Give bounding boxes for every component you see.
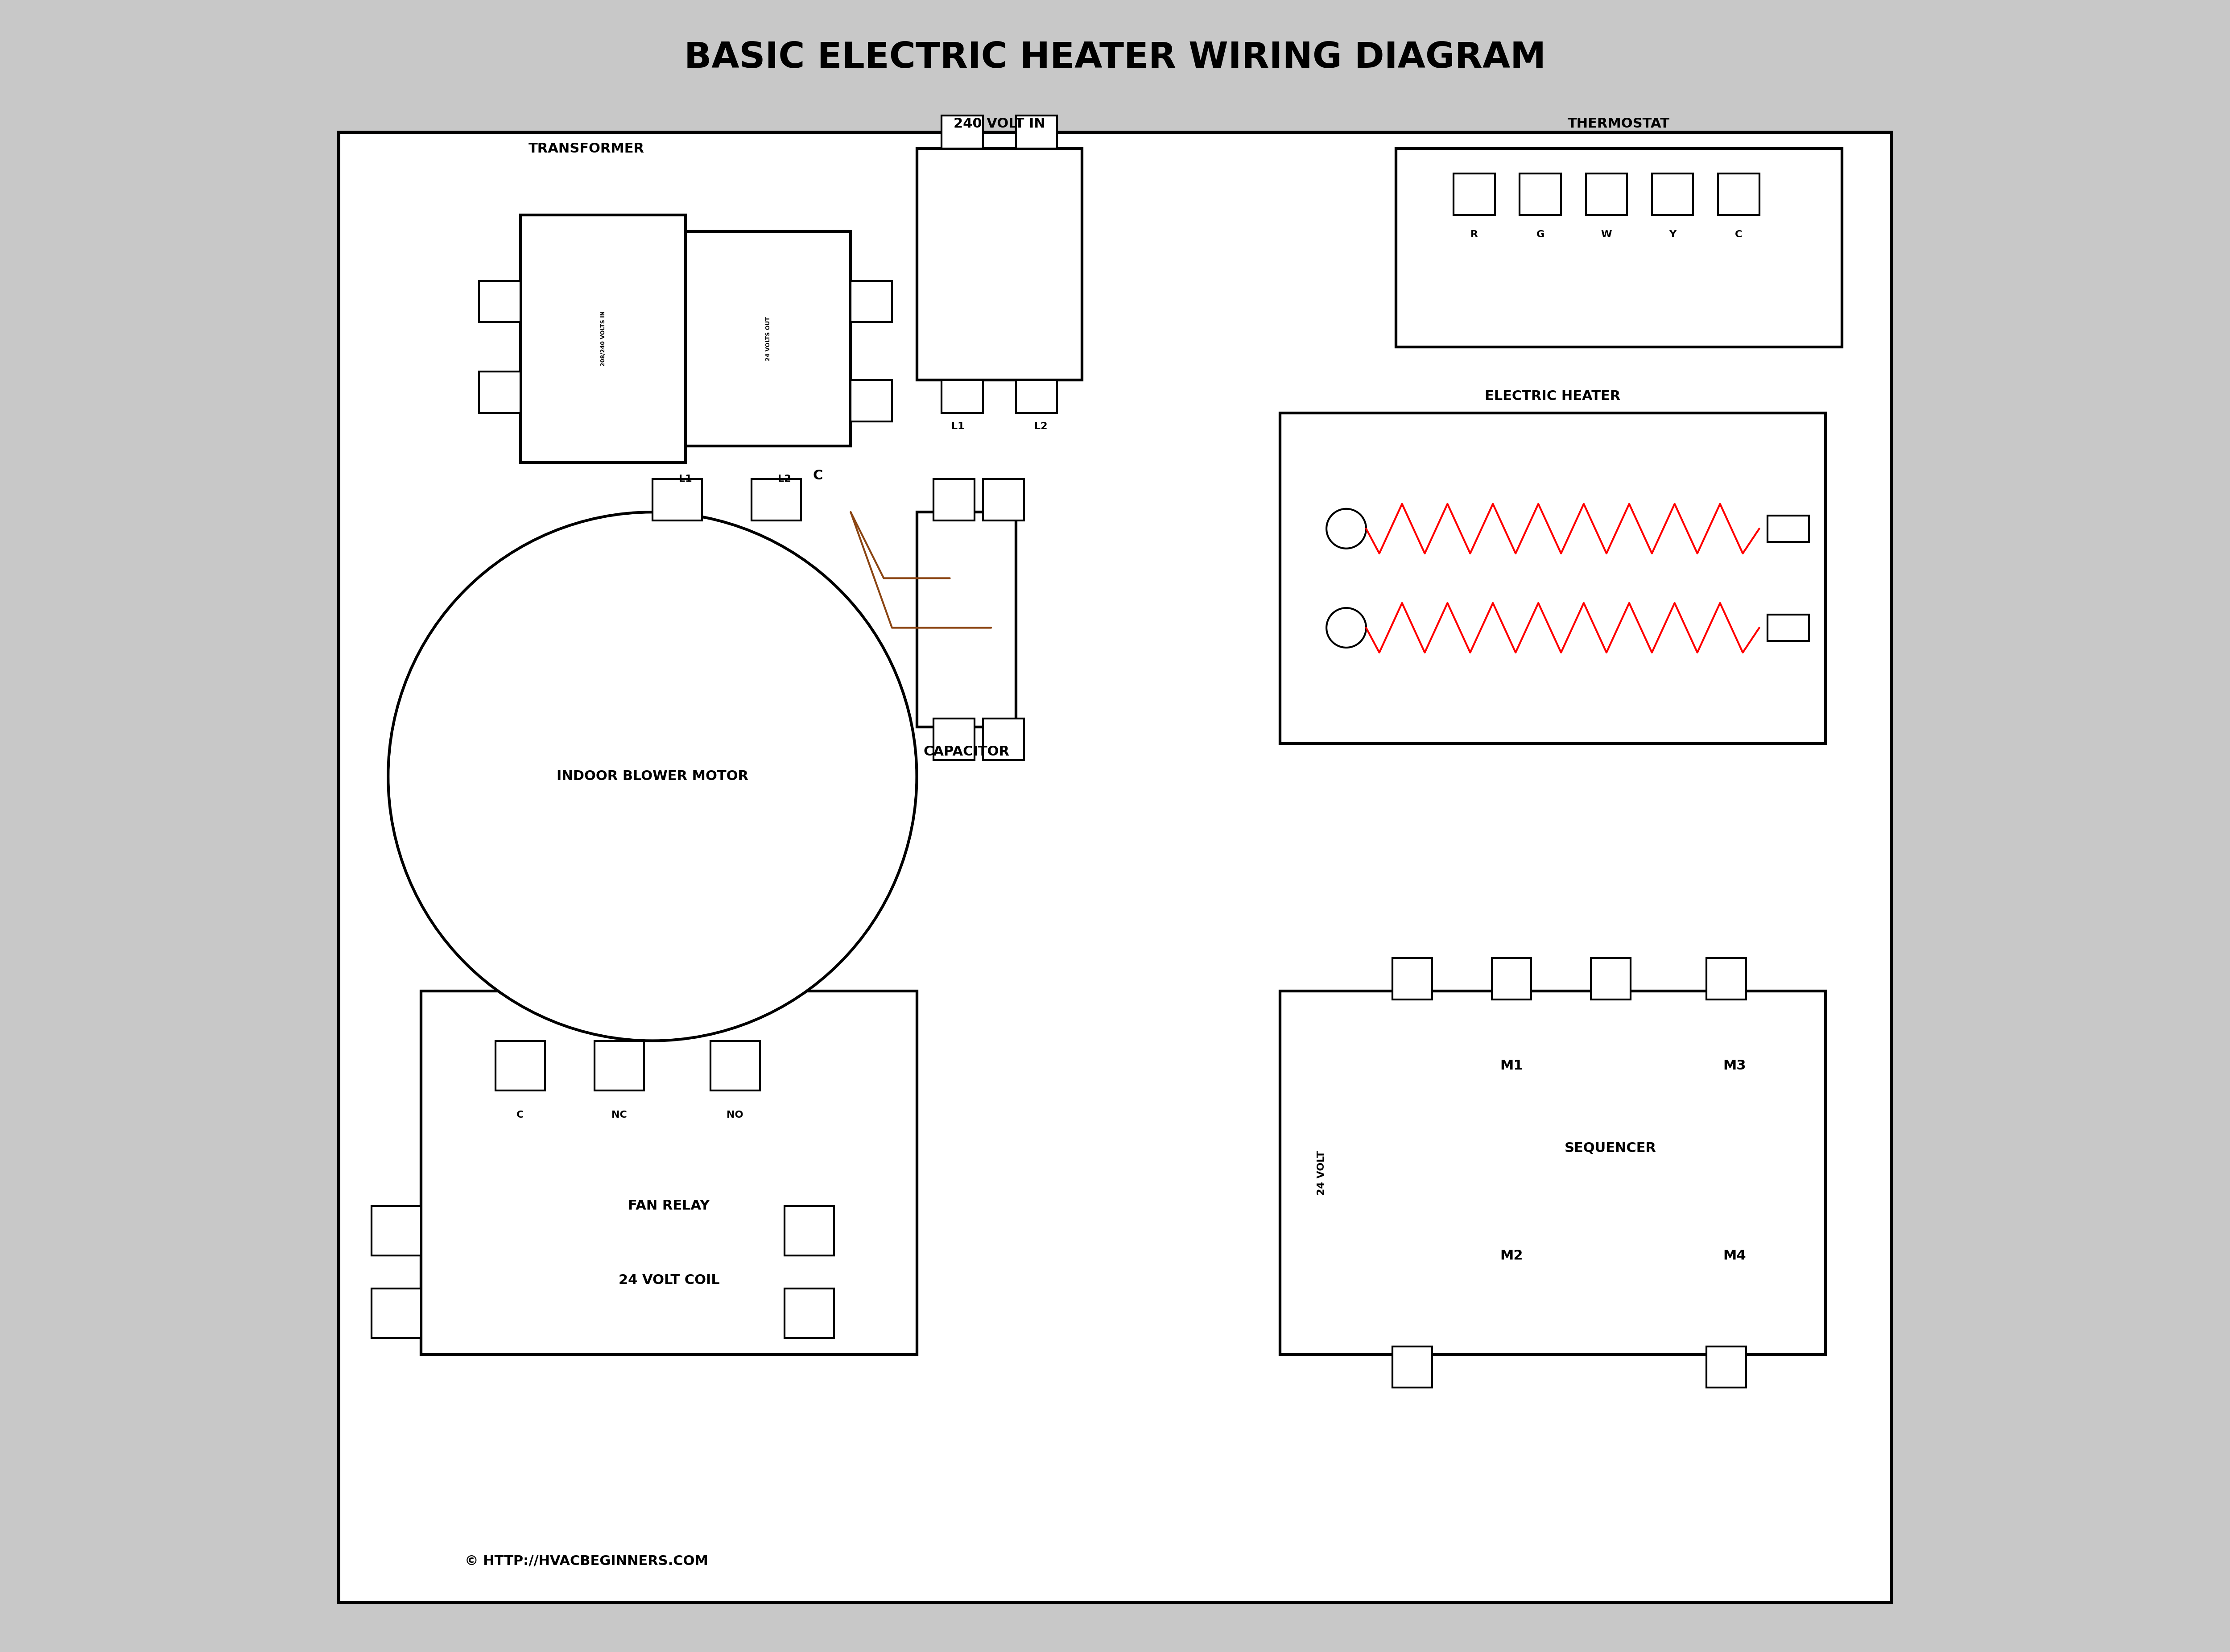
Bar xyxy=(495,1041,544,1090)
Text: Y: Y xyxy=(1668,230,1677,240)
Text: W: W xyxy=(1601,230,1612,240)
Circle shape xyxy=(1327,509,1367,548)
Bar xyxy=(1706,1346,1746,1388)
Text: ELECTRIC HEATER: ELECTRIC HEATER xyxy=(1485,390,1621,403)
Bar xyxy=(1586,173,1628,215)
Bar xyxy=(1017,380,1057,413)
Text: 24 VOLT: 24 VOLT xyxy=(1318,1150,1327,1196)
Bar xyxy=(1454,173,1494,215)
Text: © HTTP://HVACBEGINNERS.COM: © HTTP://HVACBEGINNERS.COM xyxy=(464,1555,709,1568)
Bar xyxy=(1017,116,1057,149)
Bar xyxy=(917,149,1082,380)
Bar xyxy=(1280,991,1826,1355)
Bar xyxy=(1706,958,1746,999)
Text: INDOOR BLOWER MOTOR: INDOOR BLOWER MOTOR xyxy=(558,770,749,783)
Bar xyxy=(479,372,520,413)
Text: L2: L2 xyxy=(1035,421,1048,431)
Bar xyxy=(1280,413,1826,743)
Bar xyxy=(934,479,975,520)
Bar xyxy=(711,1041,760,1090)
Text: CAPACITOR: CAPACITOR xyxy=(923,745,1010,758)
Circle shape xyxy=(388,512,917,1041)
Bar xyxy=(934,719,975,760)
Text: C: C xyxy=(1735,230,1742,240)
Bar xyxy=(917,512,1017,727)
Bar xyxy=(479,281,520,322)
Text: 24 VOLT COIL: 24 VOLT COIL xyxy=(618,1274,720,1287)
Bar xyxy=(941,380,983,413)
Bar xyxy=(941,116,983,149)
Text: 24 VOLTS OUT: 24 VOLTS OUT xyxy=(765,317,772,360)
Bar xyxy=(1396,149,1842,347)
Bar xyxy=(595,1041,644,1090)
Bar xyxy=(372,1206,421,1256)
Bar xyxy=(1652,173,1693,215)
Text: L1: L1 xyxy=(952,421,966,431)
Bar xyxy=(1768,615,1809,641)
Text: M2: M2 xyxy=(1501,1249,1523,1262)
Text: L2: L2 xyxy=(778,474,792,484)
Bar xyxy=(685,231,850,446)
Bar xyxy=(785,1289,834,1338)
Bar xyxy=(339,132,1891,1602)
Bar xyxy=(785,1206,834,1256)
Circle shape xyxy=(1327,608,1367,648)
Bar xyxy=(850,281,892,322)
Bar xyxy=(653,479,702,520)
Text: SEQUENCER: SEQUENCER xyxy=(1565,1142,1657,1155)
Bar xyxy=(983,719,1024,760)
Bar xyxy=(372,1289,421,1338)
Text: 208/240 VOLTS IN: 208/240 VOLTS IN xyxy=(600,311,607,367)
Bar xyxy=(1492,958,1532,999)
Text: 240 VOLT IN: 240 VOLT IN xyxy=(954,117,1046,131)
Text: NC: NC xyxy=(611,1110,627,1120)
Bar xyxy=(983,479,1024,520)
Text: BASIC ELECTRIC HEATER WIRING DIAGRAM: BASIC ELECTRIC HEATER WIRING DIAGRAM xyxy=(685,40,1545,76)
Text: THERMOSTAT: THERMOSTAT xyxy=(1568,117,1670,131)
Text: M3: M3 xyxy=(1724,1059,1746,1072)
Text: M1: M1 xyxy=(1501,1059,1523,1072)
Text: TRANSFORMER: TRANSFORMER xyxy=(529,142,644,155)
Text: R: R xyxy=(1470,230,1478,240)
Bar xyxy=(1392,958,1432,999)
Bar xyxy=(1768,515,1809,542)
Text: C: C xyxy=(812,469,823,482)
Bar xyxy=(1590,958,1630,999)
Text: L1: L1 xyxy=(678,474,691,484)
Bar xyxy=(1392,1346,1432,1388)
Text: C: C xyxy=(517,1110,524,1120)
Bar xyxy=(850,380,892,421)
Text: G: G xyxy=(1536,230,1545,240)
Bar xyxy=(1717,173,1759,215)
Bar xyxy=(520,215,685,463)
Bar xyxy=(1519,173,1561,215)
Text: NO: NO xyxy=(727,1110,743,1120)
Text: FAN RELAY: FAN RELAY xyxy=(629,1199,709,1213)
Bar xyxy=(752,479,801,520)
Bar xyxy=(421,991,917,1355)
Text: M4: M4 xyxy=(1724,1249,1746,1262)
